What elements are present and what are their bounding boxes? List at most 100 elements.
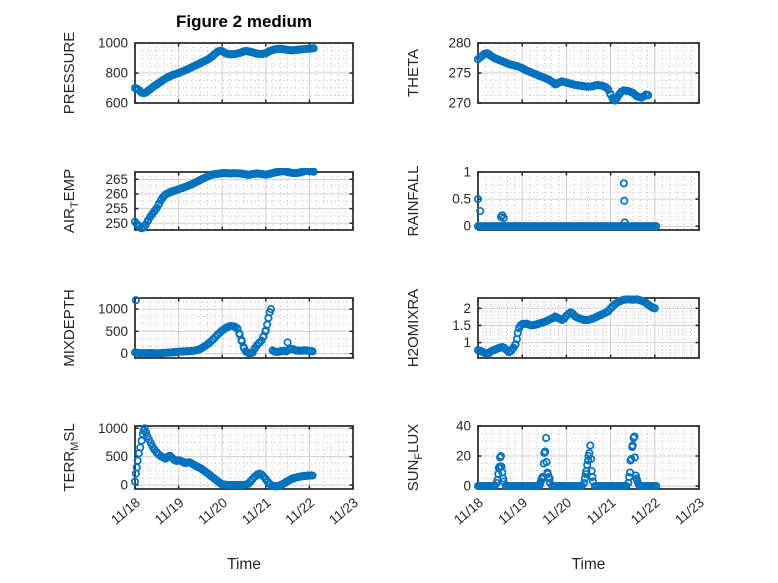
y-axis-label-part: T — [69, 201, 81, 208]
y-axis-label: THETA — [405, 49, 422, 97]
data-point-marker — [631, 471, 640, 480]
y-tick-label: 40 — [456, 419, 471, 434]
y-axis-label: RAINFALL — [405, 166, 422, 237]
x-axis-title: Time — [572, 556, 606, 573]
data-point-marker — [586, 441, 595, 450]
y-tick-label: 1.5 — [452, 318, 471, 333]
data-point-marker — [545, 474, 554, 483]
y-tick-label: 275 — [448, 66, 471, 81]
marker-group — [131, 296, 317, 358]
tick-marks — [477, 42, 700, 104]
y-axis-label-part: THETA — [405, 49, 422, 97]
y-tick-label: 270 — [448, 96, 471, 111]
data-point-marker — [499, 214, 508, 223]
data-point-marker — [141, 428, 150, 437]
data-point-marker — [644, 91, 653, 100]
y-tick-label: 260 — [105, 186, 128, 201]
data-point-marker — [542, 433, 551, 443]
y-axis-label: MIXDEPTH — [61, 289, 78, 367]
data-point-marker — [308, 471, 317, 480]
y-tick-label: 1000 — [98, 421, 128, 436]
data-point-marker — [620, 196, 629, 205]
data-point-marker — [476, 206, 485, 216]
data-point-marker — [630, 432, 639, 441]
marker-group — [131, 424, 317, 491]
y-axis-label: TERRMSL — [61, 423, 81, 491]
data-point-marker — [490, 481, 499, 491]
y-axis-label-part: SL — [61, 423, 78, 441]
data-point-marker — [496, 451, 506, 461]
data-point-marker — [588, 477, 597, 486]
marker-group — [131, 44, 318, 98]
axes-box — [134, 297, 354, 359]
x-tick-label: 11/19 — [495, 495, 530, 528]
data-point-marker — [308, 347, 317, 356]
data-point-marker — [133, 456, 142, 465]
x-tick-label: 11/20 — [540, 495, 575, 528]
y-tick-label: 1 — [463, 335, 471, 350]
marker-group — [474, 432, 661, 491]
y-tick-label: 2 — [463, 301, 471, 316]
data-point-marker — [622, 481, 631, 491]
data-point-marker — [541, 447, 550, 456]
data-point-marker — [630, 453, 639, 462]
grid-minor — [478, 426, 699, 489]
y-tick-label: 800 — [105, 66, 128, 81]
marker-group — [474, 295, 659, 358]
y-tick-label: 0 — [463, 219, 471, 234]
y-axis-label-part: PRESSURE — [61, 32, 78, 115]
marker-group — [474, 179, 661, 231]
data-point-marker — [577, 481, 587, 491]
y-axis-label-part: H2OMIXRA — [405, 289, 422, 367]
subplot-terr_msl: 0 500 1000 TERRMSL 11/18 11/19 11/20 11/21 11/22… — [61, 421, 361, 573]
data-point-marker — [588, 472, 597, 482]
grid-minor — [135, 43, 353, 103]
tick-marks — [134, 172, 354, 230]
data-point-marker — [652, 481, 661, 491]
y-axis-label-part: MIXDEPTH — [61, 289, 78, 367]
y-tick-label: 255 — [105, 201, 128, 216]
y-tick-label: 0.5 — [452, 192, 471, 207]
y-tick-label: 0 — [120, 478, 128, 493]
data-point-marker — [511, 340, 520, 349]
y-axis-label: SUNFLUX — [405, 424, 425, 492]
data-point-marker — [542, 457, 551, 467]
y-tick-label: 600 — [105, 96, 128, 111]
subplot-sun_flux: 0 20 40 SUNFLUX 11/18 11/19 11/20 11/21 11/22 11/… — [405, 419, 707, 574]
x-tick-label: 11/21 — [584, 495, 619, 528]
data-point-marker — [309, 168, 318, 176]
data-point-marker — [266, 305, 276, 314]
marker-group — [131, 168, 318, 233]
x-tick-label: 11/21 — [239, 495, 274, 528]
y-axis-label: AIRTEMP — [61, 169, 81, 233]
y-axis-label-part: LUX — [405, 424, 422, 453]
y-axis-label: PRESSURE — [61, 32, 78, 115]
x-tick-label: 11/23 — [326, 495, 361, 528]
data-point-marker — [580, 474, 590, 483]
y-tick-label: 0 — [463, 479, 471, 494]
y-axis-label-part: F — [413, 453, 425, 460]
data-point-marker — [619, 179, 628, 188]
x-tick-label: 11/18 — [451, 495, 486, 528]
subplot-rainfall: 0 0.5 1 RAINFALL — [405, 165, 700, 237]
data-point-marker — [535, 481, 544, 491]
y-axis-label-part: SUN — [405, 460, 422, 492]
subplot-mixdepth: 0 500 1000 MIXDEPTH — [61, 289, 354, 367]
x-tick-label: 11/22 — [628, 495, 663, 528]
y-tick-label: 500 — [105, 449, 128, 464]
y-tick-label: 250 — [105, 216, 128, 231]
data-point-marker — [131, 296, 140, 305]
data-point-marker — [628, 441, 637, 450]
x-tick-label: 11/22 — [283, 495, 318, 528]
y-tick-label: 500 — [105, 324, 128, 339]
grid-minor — [478, 172, 699, 230]
subplot-h2omixra: 1 1.5 2 H2OMIXRA — [405, 289, 700, 367]
data-point-marker — [650, 304, 659, 313]
data-point-marker — [587, 454, 596, 464]
y-axis-label: H2OMIXRA — [405, 289, 422, 367]
subplot-theta: 270 275 280 THETA — [405, 36, 700, 111]
y-tick-label: 20 — [456, 449, 471, 464]
